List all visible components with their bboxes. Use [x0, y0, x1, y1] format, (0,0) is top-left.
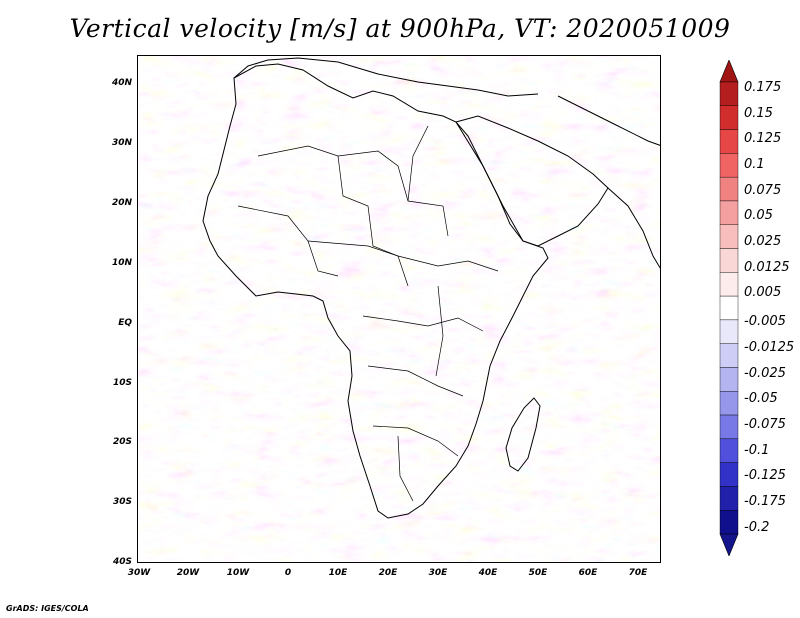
- grads-footer: GrADS: IGES/COLA: [6, 604, 89, 613]
- lat-label-40n: 40N: [111, 78, 132, 88]
- colorbar-label: 0.075: [744, 183, 782, 198]
- colorbar-label: -0.1: [744, 443, 770, 458]
- colorbar-swatch: [719, 462, 739, 487]
- border-line: [435, 285, 444, 377]
- colorbar-swatch: [719, 438, 739, 463]
- colorbar-swatch: [719, 248, 739, 273]
- colorbar-swatch: [719, 153, 739, 178]
- colorbar-swatch: [719, 414, 739, 440]
- chart-title: Vertical velocity [m/s] at 900hPa, VT: 2…: [69, 14, 731, 43]
- coastlines: [202, 57, 660, 519]
- lat-label-20n: 20N: [111, 198, 132, 208]
- border-line: [397, 435, 414, 502]
- lon-label-10w: 10W: [226, 568, 250, 578]
- country-borders: [237, 125, 499, 502]
- border-line: [362, 315, 484, 332]
- colorbar-label: -0.175: [744, 494, 786, 509]
- colorbar-label: -0.005: [744, 314, 786, 329]
- lat-label-40s: 40S: [112, 557, 132, 567]
- colorbar-label: -0.05: [744, 391, 778, 406]
- colorbar-label: -0.0125: [744, 340, 795, 355]
- border-line: [367, 365, 464, 397]
- colorbar-swatch: [719, 295, 739, 321]
- lon-label-60e: 60E: [578, 568, 598, 578]
- velocity-texture: [138, 56, 660, 562]
- lon-label-20w: 20W: [176, 568, 200, 578]
- lat-label-eq: EQ: [118, 318, 132, 328]
- europe-coastline: [233, 57, 539, 97]
- border-line: [407, 125, 429, 202]
- colorbar-swatch: [719, 391, 739, 416]
- madagascar-coastline: [505, 397, 541, 472]
- lon-label-70e: 70E: [628, 568, 648, 578]
- colorbar-swatch: [719, 224, 739, 249]
- lat-label-10s: 10S: [112, 378, 132, 388]
- colorbar-label: -0.125: [744, 468, 786, 483]
- colorbar-label: 0.1: [744, 157, 765, 172]
- colorbar-swatch: [719, 105, 739, 130]
- border-line: [372, 425, 459, 457]
- colorbar-label: -0.025: [744, 366, 786, 381]
- lon-label-0: 0: [284, 568, 292, 578]
- colorbar-swatch: [719, 176, 739, 202]
- colorbar-label: 0.125: [744, 131, 782, 146]
- colorbar-swatch: [719, 367, 739, 392]
- colorbar-swatch: [719, 81, 739, 106]
- colorbar-swatch: [719, 272, 739, 297]
- map-panel: [137, 55, 661, 563]
- colorbar-label: -0.075: [744, 417, 786, 432]
- lon-label-30e: 30E: [428, 568, 448, 578]
- border-line: [337, 155, 409, 287]
- colorbar-label: -0.2: [744, 520, 770, 535]
- lon-label-30w: 30W: [127, 568, 151, 578]
- colorbar-label: 0.005: [744, 285, 782, 300]
- colorbar-label: 0.05: [744, 208, 773, 223]
- lat-label-30n: 30N: [111, 138, 132, 148]
- colorbar-swatch: [719, 486, 739, 511]
- africa-coastline: [202, 63, 549, 519]
- colorbar: [719, 60, 739, 556]
- border-line: [307, 240, 499, 272]
- lon-label-50e: 50E: [528, 568, 548, 578]
- lon-label-10e: 10E: [328, 568, 348, 578]
- lat-label-20s: 20S: [112, 437, 132, 447]
- arabia-coastline: [455, 115, 609, 247]
- colorbar-swatch: [719, 129, 739, 154]
- colorbar-top-arrow: [719, 60, 739, 83]
- border-line: [257, 145, 449, 237]
- lon-label-40e: 40E: [478, 568, 498, 578]
- lat-label-30s: 30S: [112, 497, 132, 507]
- lon-label-20e: 20E: [378, 568, 398, 578]
- colorbar-swatch: [719, 200, 739, 225]
- colorbar-swatch: [719, 319, 739, 344]
- colorbar-label: 0.15: [744, 106, 773, 121]
- colorbar-label: 0.025: [744, 234, 782, 249]
- colorbar-swatch: [719, 510, 739, 535]
- colorbar-swatch: [719, 343, 739, 368]
- colorbar-label: 0.0125: [744, 260, 790, 275]
- india-coastline: [607, 187, 660, 269]
- iran-coastline: [557, 95, 660, 146]
- colorbar-label: 0.175: [744, 80, 782, 95]
- map-svg: [138, 56, 660, 562]
- lat-label-10n: 10N: [111, 258, 132, 268]
- colorbar-bottom-arrow: [719, 533, 739, 556]
